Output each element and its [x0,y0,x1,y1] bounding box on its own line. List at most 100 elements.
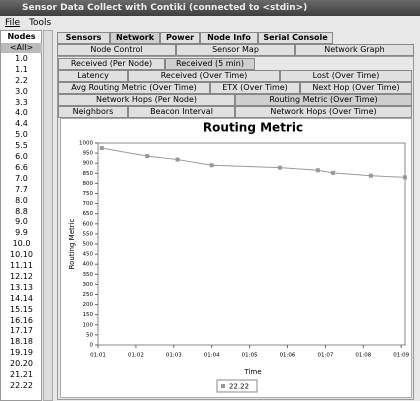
data-point [277,165,282,170]
y-tick-label: 900 [83,161,94,167]
menu-bar: File Tools [0,16,420,30]
node-item[interactable]: 4.0 [15,108,28,118]
y-tick-label: 100 [83,322,94,328]
node-item[interactable]: 6.6 [15,162,28,172]
y-tick-label: 0 [90,343,94,349]
y-axis-label: Routing Metric [68,218,76,269]
y-tick-label: 650 [83,211,94,217]
subtab[interactable]: Next Hop (Over Time) [300,82,412,94]
y-tick-label: 450 [83,252,94,258]
tab[interactable]: Serial Console [258,32,333,44]
node-item[interactable]: 14.14 [10,293,33,303]
node-item[interactable]: 12.12 [10,271,33,281]
node-item[interactable]: 8.8 [15,206,28,216]
menu-file[interactable]: File [5,18,21,28]
subtab[interactable]: Network Hops (Over Time) [235,106,412,118]
y-tick-label: 400 [83,262,94,268]
y-tick-label: 700 [83,201,94,207]
y-tick-label: 250 [83,292,94,298]
y-tick-label: 750 [83,191,94,197]
subtab[interactable]: Latency [58,70,128,82]
subtab[interactable]: Network Hops (Per Node) [58,94,235,106]
x-tick-label: 01:08 [355,353,371,359]
node-item[interactable]: 10.0 [12,239,31,249]
data-point [145,154,150,159]
node-item[interactable]: 1.1 [15,64,28,74]
tab-panel [57,56,414,400]
y-tick-label: 550 [83,231,94,237]
node-item[interactable]: 18.18 [10,337,33,347]
chart-title: Routing Metric [203,121,303,135]
x-tick-label: 01:01 [90,353,106,359]
x-tick-label: 01:03 [166,353,182,359]
legend [216,379,258,393]
y-tick-label: 800 [83,181,94,187]
menu-tools[interactable]: Tools [29,18,52,28]
data-point [403,175,407,180]
tab[interactable]: Node Control [57,44,176,56]
scrollbar[interactable] [43,30,53,401]
x-tick-label: 01:02 [128,353,144,359]
plot-area [97,142,406,346]
node-item[interactable]: 16.16 [10,315,33,325]
tab[interactable]: Network [110,32,160,44]
data-point [315,168,320,173]
y-tick-label: 50 [86,332,93,338]
subtab[interactable]: Routing Metric (Over Time) [235,94,412,106]
node-item[interactable]: 9.9 [15,228,28,238]
node-item[interactable]: 22.22 [10,380,33,390]
y-tick-label: 500 [83,242,94,248]
y-tick-label: 300 [83,282,94,288]
y-tick-label: 600 [83,221,94,227]
node-item[interactable]: 19.19 [10,348,33,358]
subtab[interactable]: ETX (Over Time) [210,82,300,94]
y-tick-label: 1000 [79,141,93,147]
tab[interactable]: Sensors [57,32,110,44]
y-tick-label: 850 [83,171,94,177]
node-list: Nodes <All> 1.0 1.1 2.2 3.0 3.3 4.0 4.4 5.0 5.5 6.0… [0,30,42,401]
node-item[interactable]: 7.7 [15,184,28,194]
node-item[interactable]: 17.17 [10,326,33,336]
subtab[interactable]: Avg Routing Metric (Over Time) [58,82,210,94]
subtab[interactable]: Received (Over Time) [128,70,280,82]
node-item[interactable]: 6.0 [15,152,28,161]
node-item[interactable]: 13.13 [10,282,33,292]
subtab[interactable]: Neighbors [58,106,128,118]
subtab[interactable]: Lost (Over Time) [280,70,412,82]
data-point [209,163,214,168]
node-list-header: Nodes [7,32,36,41]
node-item[interactable]: 9.0 [15,217,28,227]
node-item[interactable]: 5.5 [15,141,28,151]
node-item[interactable]: 2.2 [15,75,28,85]
data-point [175,157,180,162]
y-tick-label: 350 [83,272,94,278]
y-tick-label: 150 [83,312,94,318]
node-item[interactable]: 1.0 [15,53,28,63]
subtab[interactable]: Received (Per Node) [58,58,165,70]
node-item[interactable]: <All> [1,43,42,53]
node-item[interactable]: 20.20 [10,359,33,369]
node-item[interactable]: 21.21 [10,370,33,379]
node-item[interactable]: 8.0 [15,195,28,205]
node-item[interactable]: 3.0 [15,86,28,96]
node-item[interactable]: 15.15 [10,304,33,314]
data-point [330,170,335,175]
data-point [99,146,104,151]
tab[interactable]: Network Graph [295,44,414,56]
node-item[interactable]: 3.3 [15,97,28,107]
tab[interactable]: Sensor Map [176,44,295,56]
title-bar: Sensor Data Collect with Contiki (connec… [0,0,420,16]
node-item[interactable]: 7.0 [15,173,28,183]
y-tick-label: 200 [83,302,94,308]
node-item[interactable]: 11.11 [10,261,33,270]
node-item[interactable]: 10.10 [10,250,33,260]
node-item[interactable]: 4.4 [15,119,28,129]
subtab[interactable]: Received (5 min) [165,58,255,70]
subtab[interactable]: Beacon Interval [128,106,235,118]
tab[interactable]: Power [160,32,200,44]
node-item[interactable]: 5.0 [15,130,28,140]
x-tick-label: 01:04 [204,353,220,359]
data-point [368,173,373,178]
tab[interactable]: Node Info [200,32,258,44]
